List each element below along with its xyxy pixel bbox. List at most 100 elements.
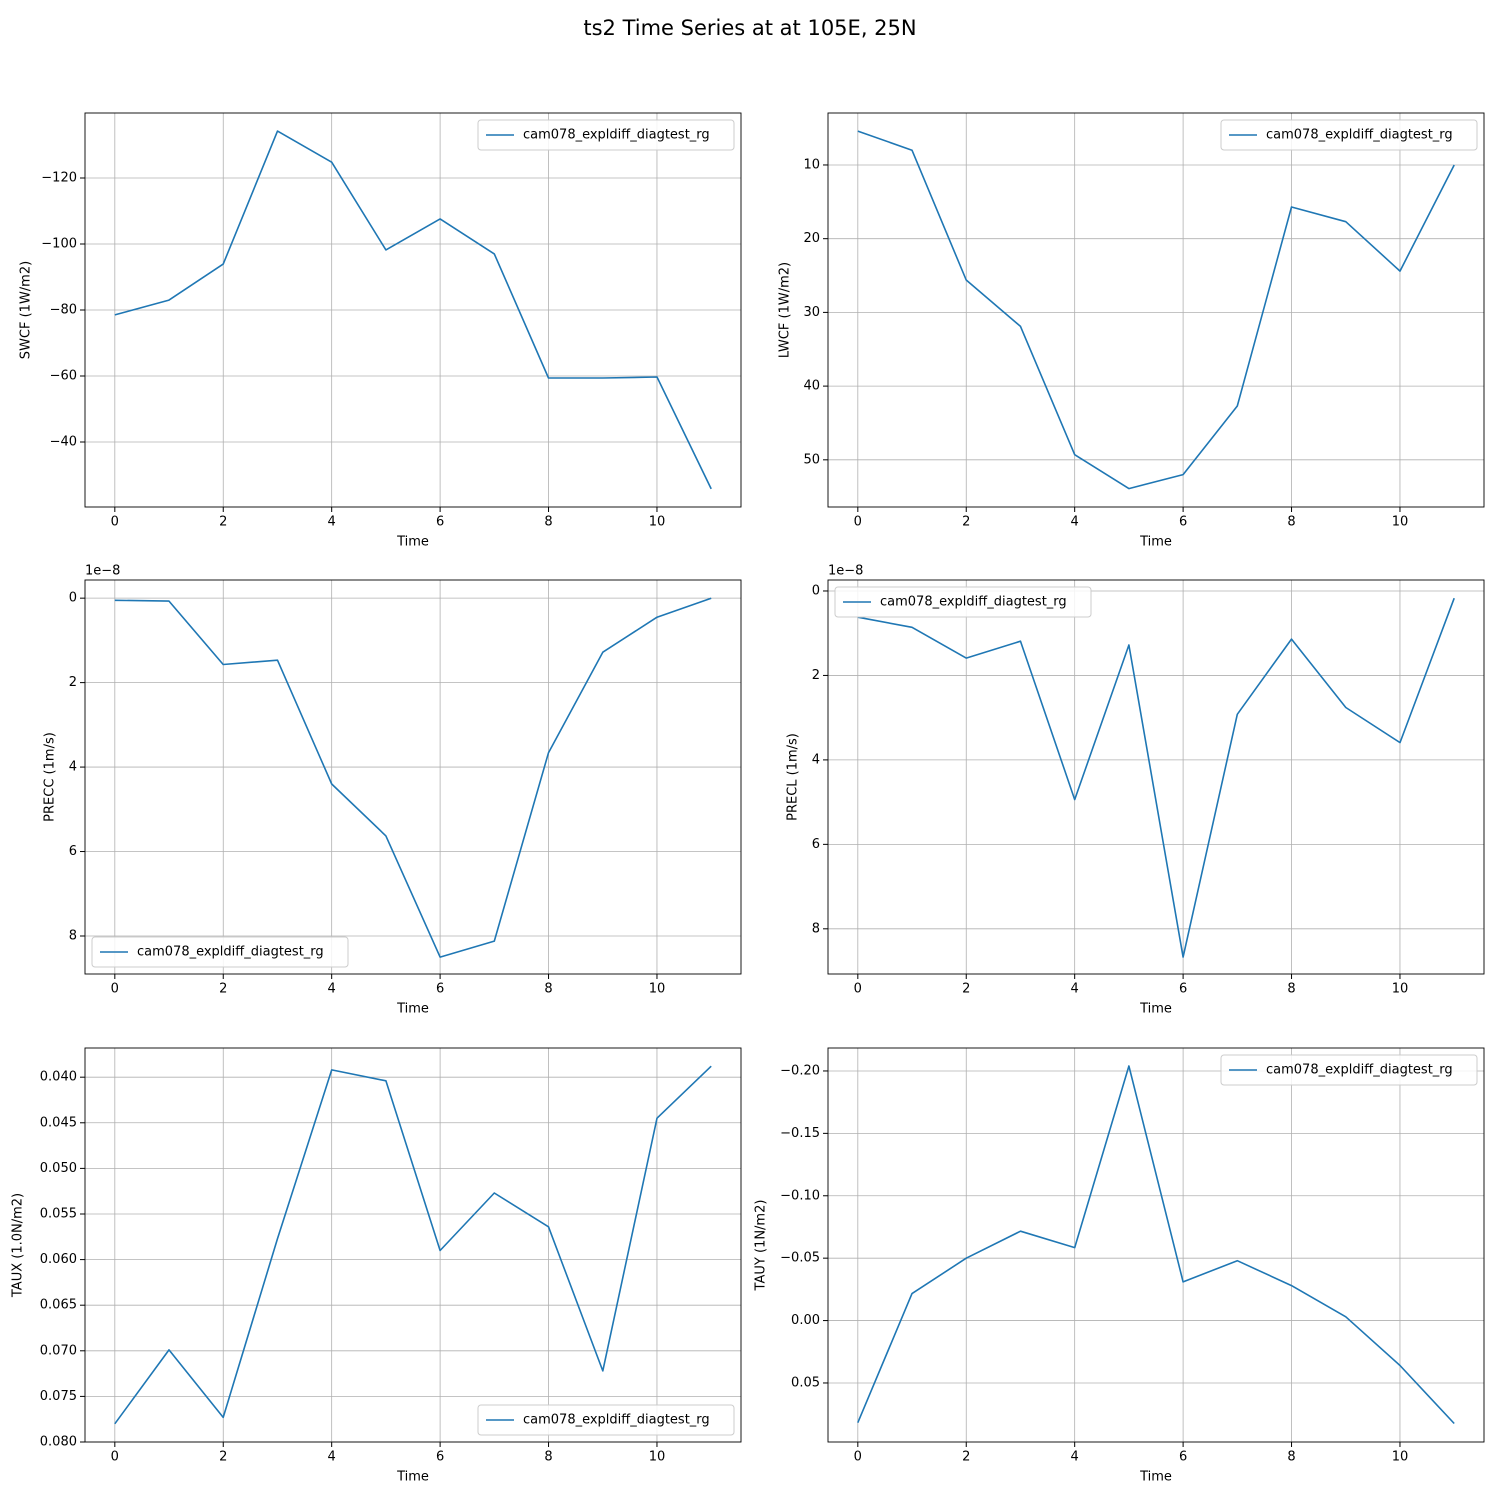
x-tick-label: 8 <box>544 1450 552 1465</box>
x-axis-label: Time <box>1139 1002 1172 1017</box>
y-tick-label: 4 <box>69 760 77 775</box>
y-tick-label: 0.070 <box>40 1343 77 1358</box>
x-axis-label: Time <box>396 1002 429 1017</box>
y-tick-label: 2 <box>812 668 820 683</box>
legend-label: cam078_expldiff_diagtest_rg <box>523 128 710 143</box>
y-tick-label: 0.075 <box>40 1389 77 1404</box>
legend-box <box>91 936 349 968</box>
y-axis-label: TAUX (1.0N/m2) <box>11 1193 26 1298</box>
axes-frame <box>84 1047 742 1443</box>
x-tick-label: 4 <box>1071 1450 1079 1465</box>
x-tick-label: 6 <box>436 1450 444 1465</box>
y-tick-label: −120 <box>41 171 77 186</box>
legend-label: cam078_expldiff_diagtest_rg <box>523 1413 710 1428</box>
data-line <box>114 130 712 490</box>
offset-label: 1e−8 <box>828 564 863 579</box>
legend-box <box>1220 1054 1478 1086</box>
x-axis-label: Time <box>1139 535 1172 550</box>
x-tick-label: 10 <box>1392 1450 1409 1465</box>
legend-box <box>834 586 1092 618</box>
x-tick-label: 6 <box>1179 1450 1187 1465</box>
y-tick-label: −60 <box>50 368 77 383</box>
y-tick-label: 0 <box>69 591 77 606</box>
y-tick-label: 0.040 <box>40 1070 77 1085</box>
y-tick-label: 0.055 <box>40 1206 77 1221</box>
x-tick-label: 6 <box>1179 515 1187 530</box>
y-tick-label: 0 <box>812 583 820 598</box>
x-tick-label: 8 <box>544 982 552 997</box>
x-tick-label: 6 <box>436 982 444 997</box>
y-axis-label: SWCF (1W/m2) <box>19 261 34 359</box>
x-tick-label: 2 <box>219 982 227 997</box>
y-tick-label: −0.10 <box>780 1188 820 1203</box>
x-tick-label: 2 <box>962 515 970 530</box>
y-tick-label: 20 <box>803 231 820 246</box>
y-tick-label: −0.05 <box>780 1251 820 1266</box>
x-tick-label: 0 <box>854 1450 862 1465</box>
offset-label: 1e−8 <box>85 564 120 579</box>
y-tick-label: −0.20 <box>780 1063 820 1078</box>
x-axis-label: Time <box>396 1470 429 1485</box>
data-line <box>857 597 1455 958</box>
data-line <box>114 597 712 958</box>
x-axis-label: Time <box>396 535 429 550</box>
x-tick-label: 10 <box>1392 515 1409 530</box>
y-tick-label: 50 <box>803 452 820 467</box>
y-tick-label: 8 <box>812 921 820 936</box>
y-axis-label: TAUY (1N/m2) <box>754 1200 769 1292</box>
axes-frame <box>827 1047 1485 1443</box>
y-tick-label: 40 <box>803 379 820 394</box>
x-tick-label: 2 <box>219 1450 227 1465</box>
y-tick-label: 0.045 <box>40 1115 77 1130</box>
data-line <box>114 1065 712 1425</box>
y-tick-label: 8 <box>69 928 77 943</box>
x-tick-label: 10 <box>1392 982 1409 997</box>
x-tick-label: 8 <box>1287 515 1295 530</box>
axes-frame <box>84 579 742 975</box>
legend-box <box>477 1404 735 1436</box>
y-tick-label: 6 <box>812 837 820 852</box>
x-tick-label: 8 <box>1287 982 1295 997</box>
x-tick-label: 4 <box>328 1450 336 1465</box>
y-axis-label: PRECC (1m/s) <box>43 732 58 822</box>
y-tick-label: 0.00 <box>791 1313 820 1328</box>
legend-label: cam078_expldiff_diagtest_rg <box>1266 1063 1453 1078</box>
y-tick-label: 0.060 <box>40 1252 77 1267</box>
x-tick-label: 8 <box>544 515 552 530</box>
x-tick-label: 6 <box>1179 982 1187 997</box>
y-tick-label: 0.05 <box>791 1375 820 1390</box>
y-tick-label: 0.080 <box>40 1435 77 1450</box>
x-tick-label: 8 <box>1287 1450 1295 1465</box>
x-tick-label: 0 <box>111 515 119 530</box>
y-tick-label: −0.15 <box>780 1126 820 1141</box>
x-tick-label: 4 <box>328 982 336 997</box>
x-tick-label: 0 <box>854 982 862 997</box>
x-tick-label: 2 <box>219 515 227 530</box>
y-tick-label: 6 <box>69 844 77 859</box>
axes-frame <box>827 579 1485 975</box>
legend-label: cam078_expldiff_diagtest_rg <box>137 945 324 960</box>
x-tick-label: 4 <box>1071 515 1079 530</box>
y-axis-label: PRECL (1m/s) <box>786 733 801 821</box>
y-axis-label: LWCF (1W/m2) <box>778 262 793 358</box>
figure-title: ts2 Time Series at at 105E, 25N <box>583 16 916 40</box>
y-tick-label: 30 <box>803 305 820 320</box>
x-tick-label: 10 <box>649 982 666 997</box>
x-axis-label: Time <box>1139 1470 1172 1485</box>
data-line <box>857 130 1455 490</box>
y-tick-label: −40 <box>50 434 77 449</box>
x-tick-label: 2 <box>962 982 970 997</box>
y-tick-label: −100 <box>41 237 77 252</box>
axes-frame <box>84 112 742 508</box>
legend-box <box>1220 119 1478 151</box>
y-tick-label: 10 <box>803 157 820 172</box>
legend-box <box>477 119 735 151</box>
x-tick-label: 4 <box>328 515 336 530</box>
legend-label: cam078_expldiff_diagtest_rg <box>1266 128 1453 143</box>
x-tick-label: 0 <box>854 515 862 530</box>
x-tick-label: 10 <box>649 1450 666 1465</box>
y-tick-label: 0.050 <box>40 1161 77 1176</box>
axes-frame <box>827 112 1485 508</box>
x-tick-label: 6 <box>436 515 444 530</box>
